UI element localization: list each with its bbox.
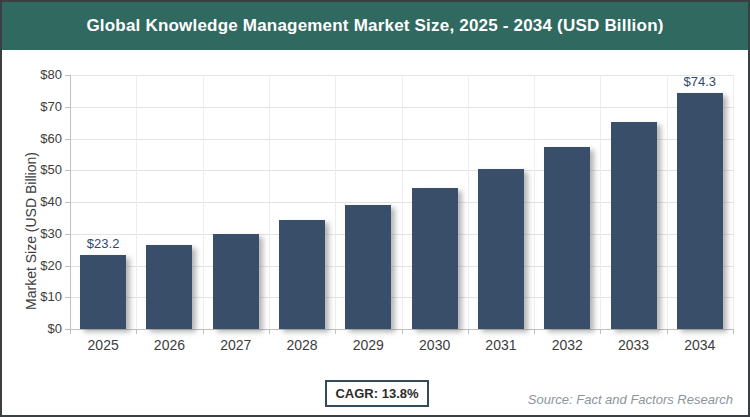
gridline-vertical — [534, 75, 535, 329]
bar — [213, 234, 259, 329]
y-tick-label: $10 — [20, 289, 62, 304]
bar — [146, 245, 192, 329]
y-tick-label: $20 — [20, 258, 62, 273]
x-tick-label: 2029 — [335, 337, 401, 353]
gridline-vertical — [335, 75, 336, 329]
y-tick-label: $40 — [20, 194, 62, 209]
plot-area: $0$10$20$30$40$50$60$70$802025$23.220262… — [2, 2, 748, 415]
y-tick-label: $50 — [20, 162, 62, 177]
x-axis-tick — [269, 330, 270, 334]
cagr-badge: CAGR: 13.8% — [325, 380, 429, 407]
bar — [279, 220, 325, 329]
x-tick-label: 2030 — [402, 337, 468, 353]
x-tick-label: 2028 — [269, 337, 335, 353]
x-tick-label: 2026 — [136, 337, 202, 353]
x-axis-tick — [70, 330, 71, 334]
gridline-vertical — [203, 75, 204, 329]
x-axis-tick — [733, 330, 734, 334]
x-tick-label: 2034 — [667, 337, 733, 353]
y-tick-label: $30 — [20, 226, 62, 241]
y-tick-label: $60 — [20, 131, 62, 146]
gridline-vertical — [269, 75, 270, 329]
source-text: Source: Fact and Factors Research — [528, 392, 733, 407]
bar — [677, 93, 723, 329]
y-tick-label: $0 — [20, 321, 62, 336]
bar — [345, 205, 391, 329]
x-axis-line — [70, 329, 734, 330]
bar — [611, 122, 657, 329]
cagr-label: CAGR: 13.8% — [335, 386, 418, 401]
x-axis-tick — [335, 330, 336, 334]
bar — [544, 147, 590, 329]
gridline-vertical — [667, 75, 668, 329]
gridline-vertical — [468, 75, 469, 329]
bar-value-label: $23.2 — [63, 236, 143, 251]
y-tick-label: $80 — [20, 67, 62, 82]
x-axis-tick — [468, 330, 469, 334]
x-tick-label: 2027 — [203, 337, 269, 353]
x-axis-tick — [136, 330, 137, 334]
x-axis-tick — [402, 330, 403, 334]
x-tick-label: 2033 — [600, 337, 666, 353]
x-tick-label: 2032 — [534, 337, 600, 353]
x-axis-tick — [203, 330, 204, 334]
gridline-vertical — [600, 75, 601, 329]
x-axis-tick — [667, 330, 668, 334]
bar — [412, 188, 458, 329]
bar — [478, 169, 524, 329]
gridline-vertical — [733, 75, 734, 329]
x-axis-tick — [600, 330, 601, 334]
chart-card: Global Knowledge Management Market Size,… — [0, 0, 750, 417]
bar-value-label: $74.3 — [660, 74, 740, 89]
x-tick-label: 2025 — [70, 337, 136, 353]
x-tick-label: 2031 — [468, 337, 534, 353]
gridline-vertical — [402, 75, 403, 329]
x-axis-tick — [534, 330, 535, 334]
y-tick-label: $70 — [20, 99, 62, 114]
bar — [80, 255, 126, 329]
gridline-vertical — [136, 75, 137, 329]
y-axis-line — [70, 75, 71, 329]
